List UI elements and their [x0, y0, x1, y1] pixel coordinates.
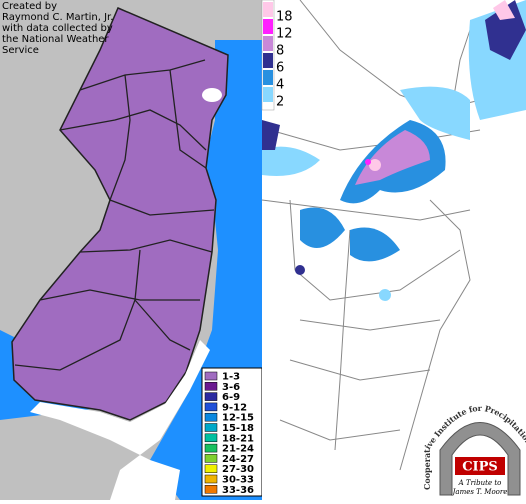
state-line: [299, 319, 441, 331]
logo-tribute: James T. Moore: [451, 488, 508, 496]
credit-line: Created by: [2, 1, 57, 12]
county-line: [134, 299, 191, 351]
scale-swatch: [263, 53, 273, 68]
county-line: [59, 109, 207, 151]
snow-area: [295, 265, 305, 275]
county-line: [79, 59, 206, 91]
legend-label: 1-3: [222, 372, 240, 383]
credit-line: Raymond C. Martin, Jr.: [2, 12, 113, 23]
accumulation-scale: 18 12 8 6 4 2: [261, 0, 293, 111]
legend-label: 6-9: [222, 392, 240, 403]
scale-label: 8: [276, 44, 284, 59]
no-snow-area: [202, 88, 222, 102]
snow-area: [369, 159, 381, 171]
snow-area: [300, 207, 345, 248]
legend-swatch: [204, 371, 218, 381]
no-snow-area: [30, 340, 210, 500]
legend-label: 12-15: [222, 413, 254, 424]
legend-label: 3-6: [222, 382, 240, 393]
snow-area: [400, 86, 470, 140]
state-line: [334, 229, 351, 451]
credit-line: the National Weather: [2, 34, 109, 45]
scale-label: 6: [276, 61, 284, 76]
legend-label: 24-27: [222, 454, 254, 465]
county-line: [169, 69, 207, 169]
legend-label: 15-18: [222, 423, 254, 434]
scale-label: 2: [276, 95, 284, 110]
scale-swatch: [263, 70, 273, 85]
legend-swatch: [204, 454, 218, 463]
credit-line: with data collected by: [2, 23, 113, 34]
credit-line: Service: [2, 45, 39, 56]
state-line: [399, 199, 471, 471]
county-line: [109, 199, 215, 216]
legend-swatch: [204, 412, 218, 422]
new-jersey: [11, 7, 229, 421]
scale-label: 18: [276, 10, 293, 25]
scale-swatch: [263, 36, 273, 51]
snow-area: [493, 0, 515, 20]
legend-label: 33-36: [222, 485, 254, 496]
snow-area: [485, 0, 526, 60]
state-line: [279, 419, 401, 441]
delaware-bay: [0, 330, 100, 420]
scale-swatch: [263, 2, 273, 17]
state-line: [289, 359, 431, 381]
county-line: [39, 289, 200, 301]
legend-swatch: [204, 402, 218, 412]
scale-label: 12: [276, 27, 293, 42]
state-line: [289, 199, 461, 301]
legend-label: 27-30: [222, 464, 254, 475]
legend-swatch: [204, 392, 218, 401]
snow-area: [365, 159, 371, 165]
snow-area: [379, 289, 391, 301]
snow-area: [350, 227, 400, 262]
scale-swatch: [263, 19, 273, 34]
legend-label: 30-33: [222, 475, 254, 486]
snow-cover: [262, 0, 526, 301]
logo-badge: [455, 457, 505, 475]
county-line: [14, 249, 141, 371]
logo-tribute: A Tribute to: [458, 479, 502, 487]
legend-swatch: [204, 382, 218, 391]
legend-label: 21-24: [222, 444, 254, 455]
logo-arch: [439, 422, 521, 496]
county-line: [109, 74, 131, 201]
legend-label: 9-12: [222, 402, 247, 413]
legend-swatch: [204, 474, 218, 484]
legend-swatch: [204, 464, 218, 473]
logo-acronym: CIPS: [462, 460, 498, 475]
snow-area: [355, 130, 430, 185]
legend-label: 18-21: [222, 433, 254, 444]
snow-area: [262, 146, 320, 176]
county-lines: [14, 59, 215, 371]
legend-swatch: [204, 423, 218, 432]
snow-area: [262, 120, 280, 150]
scale-label: 4: [276, 78, 284, 93]
legend-swatch: [204, 485, 218, 494]
scale-swatch: [263, 87, 273, 102]
legend-swatch: [204, 433, 218, 443]
snowfall-legend: 1-33-66-99-1212-1515-1818-2121-2424-2727…: [204, 371, 254, 496]
legend-swatch: [204, 443, 218, 453]
county-line: [79, 239, 213, 253]
